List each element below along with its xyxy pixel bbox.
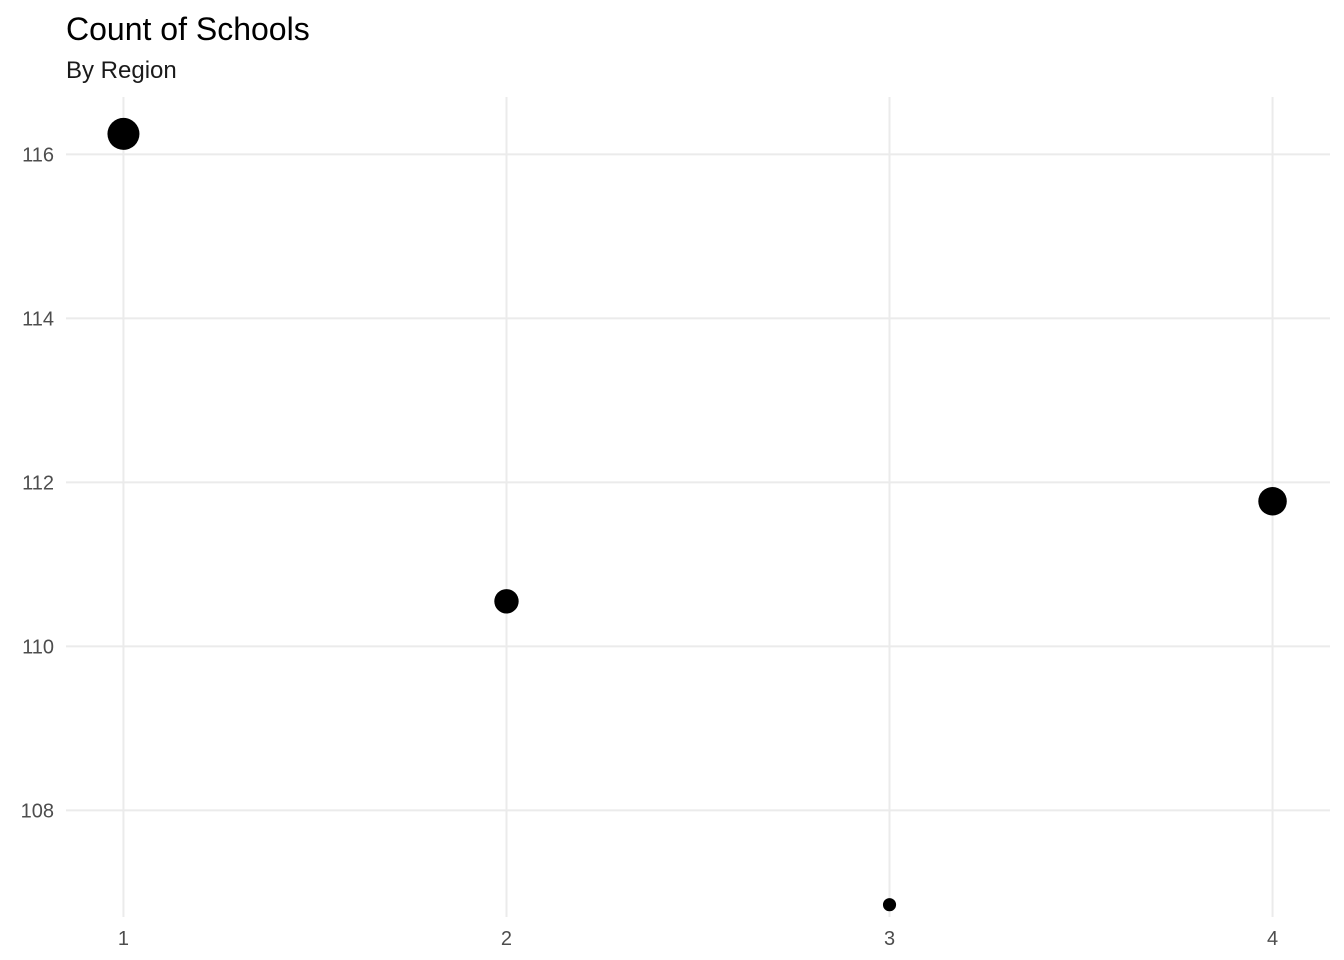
data-point (1258, 487, 1287, 516)
x-tick-label: 3 (884, 928, 895, 950)
data-point (107, 117, 140, 150)
data-point (882, 898, 897, 912)
y-axis-ticks: 108 110 112 114 116 (21, 144, 54, 822)
gridlines (66, 97, 1330, 917)
y-tick-label: 116 (22, 144, 54, 166)
chart-title: Count of Schools (66, 11, 310, 47)
y-tick-label: 112 (22, 472, 54, 494)
y-tick-label: 108 (21, 800, 54, 822)
data-points (107, 117, 1287, 912)
y-tick-label: 110 (22, 636, 54, 658)
x-axis-ticks: 1 2 3 4 (118, 928, 1278, 950)
y-tick-label: 114 (22, 308, 54, 330)
x-tick-label: 2 (501, 928, 512, 950)
x-tick-label: 4 (1267, 928, 1278, 950)
data-point (494, 589, 519, 614)
chart-subtitle: By Region (66, 57, 177, 84)
x-tick-label: 1 (118, 928, 129, 950)
